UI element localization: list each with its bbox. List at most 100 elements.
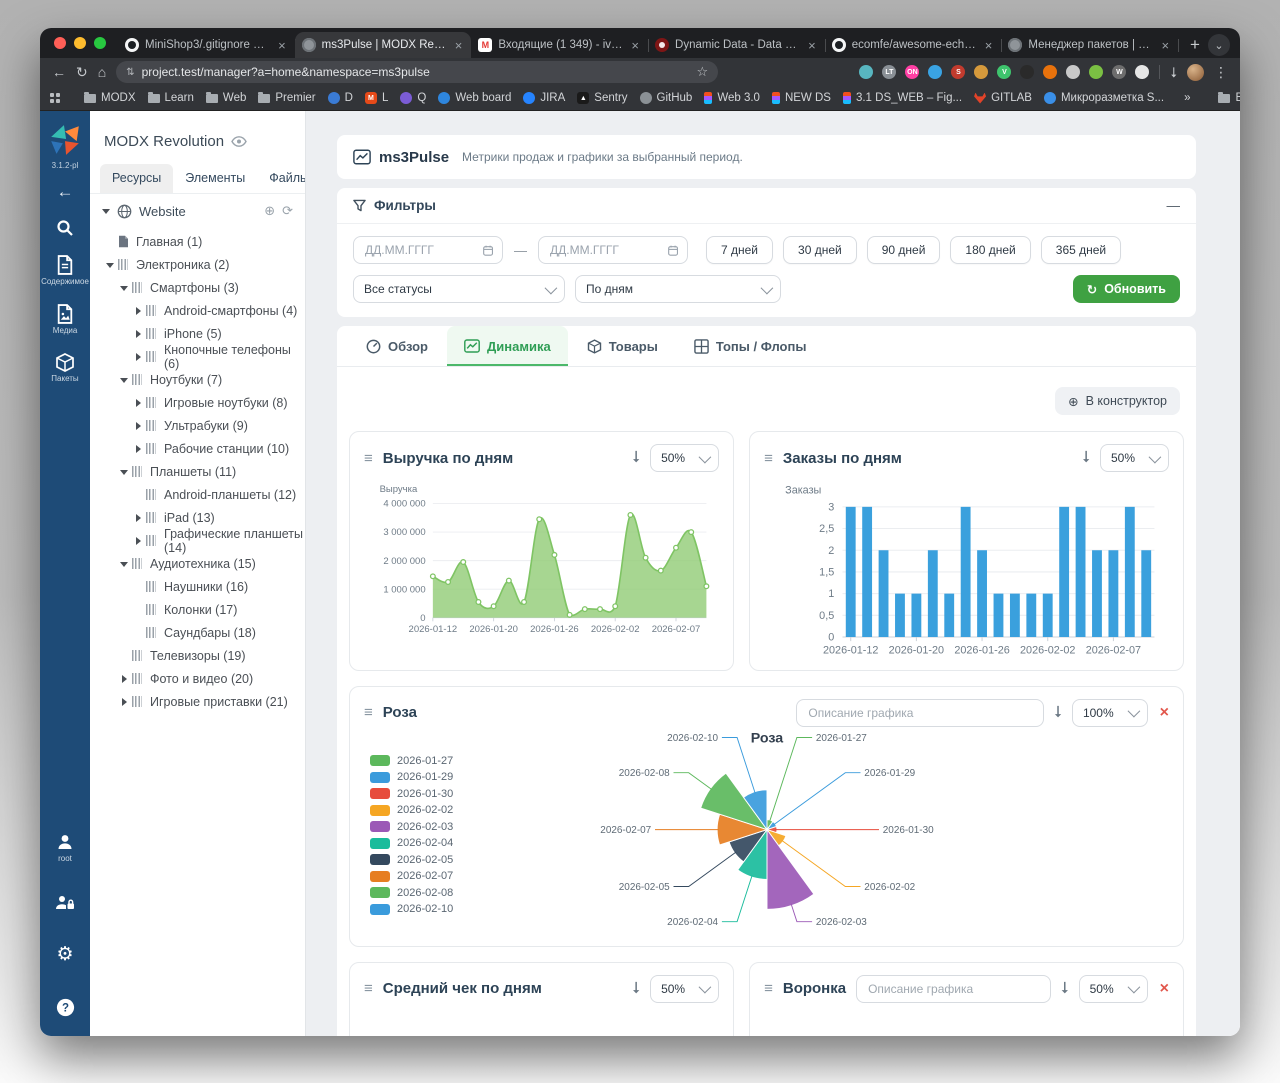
new-tab-button[interactable]: + bbox=[1190, 35, 1200, 54]
remove-chart-icon[interactable]: × bbox=[1159, 979, 1169, 997]
apps-grid-icon[interactable] bbox=[50, 93, 60, 103]
quick-range-button[interactable]: 365 дней bbox=[1040, 236, 1122, 264]
back-icon[interactable]: ← bbox=[52, 64, 66, 80]
profile-avatar[interactable] bbox=[1187, 63, 1204, 81]
quick-range-button[interactable]: 180 дней bbox=[950, 236, 1031, 264]
tree-item[interactable]: Планшеты (11) bbox=[90, 460, 305, 483]
bookmark-item[interactable]: D bbox=[322, 90, 359, 106]
extension-icon[interactable] bbox=[1043, 65, 1058, 79]
all-bookmarks-button[interactable]: Все закладки bbox=[1212, 90, 1240, 106]
extension-icon[interactable]: W bbox=[1112, 65, 1127, 79]
modx-logo[interactable] bbox=[48, 123, 82, 157]
legend-item[interactable]: 2026-02-08 bbox=[370, 887, 453, 899]
minimize-window-button[interactable] bbox=[74, 37, 86, 49]
zoom-select[interactable]: 50% bbox=[1078, 974, 1148, 1003]
chevron-down-icon[interactable] bbox=[118, 377, 130, 383]
browser-tab[interactable]: MiniShop3/.gitignore at beta × bbox=[118, 32, 296, 58]
date-to-field[interactable] bbox=[538, 236, 688, 264]
close-tab-icon[interactable]: × bbox=[454, 37, 463, 53]
close-tab-icon[interactable]: × bbox=[631, 37, 640, 53]
maximize-window-button[interactable] bbox=[94, 37, 106, 49]
tree-item[interactable]: iPad (13) bbox=[90, 506, 305, 529]
chevron-down-icon[interactable] bbox=[104, 262, 116, 268]
browser-tab[interactable]: Dynamic Data - Data - How T × bbox=[648, 32, 826, 58]
grouping-select[interactable]: По дням bbox=[575, 275, 781, 303]
remove-chart-icon[interactable]: × bbox=[1159, 703, 1169, 721]
bookmark-item[interactable]: Q bbox=[394, 90, 432, 106]
tree-item[interactable]: Рабочие станции (10) bbox=[90, 437, 305, 460]
panel-tab-resources[interactable]: Ресурсы bbox=[100, 164, 174, 193]
extension-icon[interactable]: LT bbox=[882, 65, 897, 79]
reload-icon[interactable]: ↻ bbox=[76, 64, 88, 80]
tab-search-button[interactable]: ⌄ bbox=[1208, 34, 1230, 56]
tree-item[interactable]: Смартфоны (3) bbox=[90, 276, 305, 299]
bookmark-item[interactable]: Premier bbox=[252, 90, 321, 106]
chart-description-field[interactable] bbox=[856, 974, 1052, 1003]
legend-item[interactable]: 2026-02-05 bbox=[370, 854, 453, 866]
tree-item[interactable]: Ноутбуки (7) bbox=[90, 368, 305, 391]
chevron-down-icon[interactable] bbox=[118, 469, 130, 475]
home-icon[interactable]: ⌂ bbox=[97, 64, 107, 80]
menu-kebab-icon[interactable]: ⋮ bbox=[1214, 64, 1228, 80]
bookmark-star-icon[interactable]: ☆ bbox=[696, 64, 709, 79]
settings-gear-icon[interactable]: ⚙ bbox=[56, 944, 74, 965]
zoom-select[interactable]: 50% bbox=[1099, 444, 1169, 472]
tree-item[interactable]: Графические планшеты (14) bbox=[90, 527, 305, 555]
extension-icon[interactable] bbox=[928, 65, 943, 79]
tree-item[interactable]: Ультрабуки (9) bbox=[90, 414, 305, 437]
tree-item[interactable]: Android-планшеты (12) bbox=[90, 483, 305, 506]
chevron-right-icon[interactable] bbox=[132, 329, 144, 338]
dashboard-tab-products[interactable]: Товары bbox=[570, 326, 675, 366]
chart-description-input[interactable] bbox=[806, 704, 1035, 721]
collapse-filters-button[interactable]: — bbox=[1166, 198, 1181, 213]
search-icon[interactable] bbox=[56, 219, 74, 237]
browser-tab[interactable]: ms3Pulse | MODX Revolution × bbox=[294, 32, 472, 58]
add-resource-icon[interactable]: ⊕ bbox=[264, 203, 276, 218]
bookmark-item[interactable]: GITLAB bbox=[968, 90, 1038, 106]
tree-item[interactable]: Игровые приставки (21) bbox=[90, 690, 305, 713]
legend-item[interactable]: 2026-02-02 bbox=[370, 804, 453, 816]
date-to-input[interactable] bbox=[548, 242, 662, 258]
dashboard-tab-tops[interactable]: Топы / Флопы bbox=[677, 326, 824, 366]
zoom-select[interactable]: 50% bbox=[650, 444, 720, 472]
drag-handle-icon[interactable]: ≡ bbox=[364, 980, 373, 998]
browser-tab[interactable]: Менеджер пакетов | Hayat P × bbox=[1001, 32, 1179, 58]
panel-tab-elements[interactable]: Элементы bbox=[185, 171, 246, 185]
close-tab-icon[interactable]: × bbox=[808, 37, 816, 53]
tree-item[interactable]: Саундбары (18) bbox=[90, 621, 305, 644]
tree-item[interactable]: iPhone (5) bbox=[90, 322, 305, 345]
bookmark-item[interactable]: Web 3.0 bbox=[698, 90, 766, 106]
panel-tab-files[interactable]: Файлы bbox=[269, 171, 306, 185]
chevron-right-icon[interactable] bbox=[132, 398, 144, 407]
user-permissions-icon[interactable] bbox=[55, 895, 75, 911]
chevron-right-icon[interactable] bbox=[132, 352, 144, 361]
close-tab-icon[interactable]: × bbox=[984, 37, 993, 53]
bookmark-item[interactable]: Web board bbox=[432, 90, 517, 106]
bookmark-item[interactable]: JIRA bbox=[517, 90, 571, 106]
drag-handle-icon[interactable]: ≡ bbox=[764, 449, 773, 467]
extension-icon[interactable]: ON bbox=[905, 65, 920, 79]
bookmark-item[interactable]: 3.1 DS_WEB – Fig... bbox=[837, 90, 968, 106]
chevron-right-icon[interactable] bbox=[132, 306, 144, 315]
zoom-select[interactable]: 100% bbox=[1071, 698, 1148, 727]
help-icon[interactable]: ? bbox=[56, 998, 75, 1017]
tree-item[interactable]: Игровые ноутбуки (8) bbox=[90, 391, 305, 414]
rail-item-content[interactable]: Содержимое bbox=[41, 255, 89, 286]
legend-item[interactable]: 2026-02-07 bbox=[370, 870, 453, 882]
close-tab-icon[interactable]: × bbox=[1161, 37, 1170, 53]
drag-handle-icon[interactable]: ≡ bbox=[764, 980, 773, 998]
date-from-field[interactable] bbox=[353, 236, 503, 264]
site-settings-icon[interactable]: ⇅ bbox=[126, 66, 134, 78]
legend-item[interactable]: 2026-01-30 bbox=[370, 788, 453, 800]
bookmark-item[interactable]: ▲ Sentry bbox=[571, 90, 633, 106]
tree-item[interactable]: Наушники (16) bbox=[90, 575, 305, 598]
legend-item[interactable]: 2026-02-04 bbox=[370, 837, 453, 849]
chevron-right-icon[interactable] bbox=[118, 697, 130, 706]
close-tab-icon[interactable]: × bbox=[278, 37, 286, 53]
browser-tab[interactable]: Входящие (1 349) - ivanx86 × bbox=[471, 32, 649, 58]
tree-item[interactable]: Электроника (2) bbox=[90, 253, 305, 276]
tree-item[interactable]: Колонки (17) bbox=[90, 598, 305, 621]
close-window-button[interactable] bbox=[54, 37, 66, 49]
chevron-right-icon[interactable] bbox=[132, 513, 144, 522]
